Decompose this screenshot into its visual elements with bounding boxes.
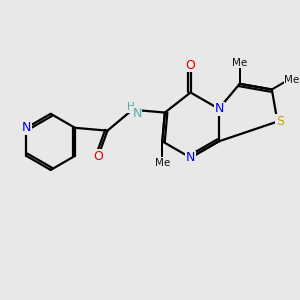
Text: H: H — [127, 102, 134, 112]
Text: O: O — [186, 59, 196, 72]
Text: N: N — [215, 102, 224, 115]
Text: N: N — [186, 151, 195, 164]
Text: S: S — [276, 115, 284, 128]
Text: Me: Me — [155, 158, 170, 168]
Text: Me: Me — [232, 58, 247, 68]
Text: Me: Me — [284, 75, 299, 85]
Text: O: O — [93, 150, 103, 163]
Text: N: N — [132, 107, 142, 120]
Text: N: N — [22, 121, 31, 134]
